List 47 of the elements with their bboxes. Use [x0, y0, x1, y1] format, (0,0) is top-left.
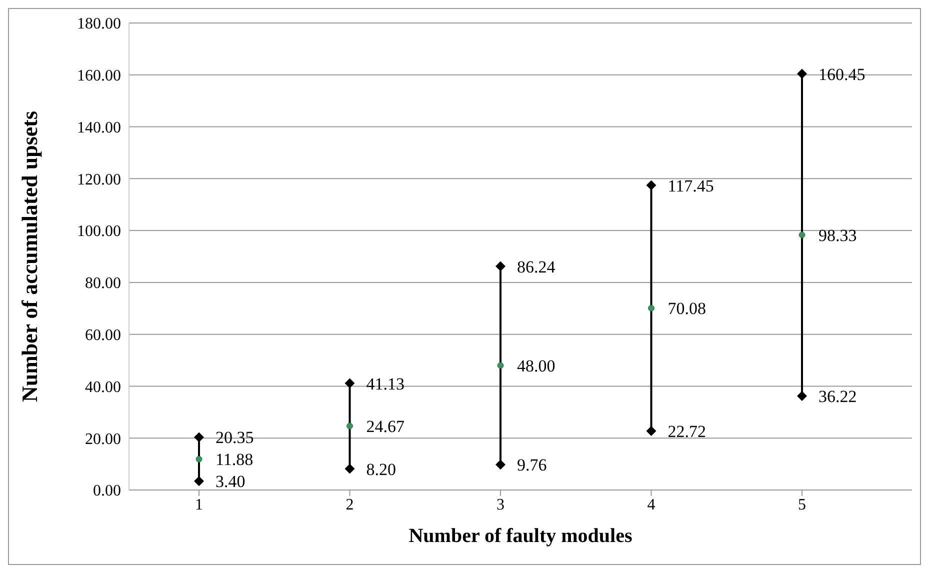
- y-tick-label: 160.00: [77, 68, 121, 85]
- x-tick-label: 1: [195, 496, 203, 514]
- data-label: 41.13: [366, 374, 405, 394]
- point: [646, 180, 656, 190]
- y-tick-label: 0.00: [93, 482, 121, 500]
- y-tick-label: 40.00: [85, 378, 121, 396]
- data-label: 117.45: [668, 176, 714, 196]
- point: [798, 232, 806, 238]
- point: [496, 460, 506, 470]
- data-label: 86.24: [517, 257, 556, 276]
- data-label: 70.08: [668, 299, 706, 318]
- point: [194, 432, 204, 442]
- y-tick-label: 120.00: [77, 171, 121, 188]
- y-tick-label: 20.00: [85, 430, 121, 448]
- data-label: 160.45: [818, 64, 866, 84]
- y-tick-label: 80.00: [85, 275, 121, 292]
- y-tick-label: 60.00: [85, 327, 121, 344]
- point: [648, 304, 654, 312]
- x-tick-label: 3: [496, 496, 504, 514]
- point: [194, 476, 204, 486]
- data-label: 9.76: [517, 456, 547, 475]
- y-axis-title: Number of accumulated upsets: [16, 110, 42, 402]
- data-label: 20.35: [216, 428, 254, 448]
- data-label: 48.00: [517, 356, 556, 376]
- data-label: 3.40: [216, 472, 246, 492]
- data-label: 98.33: [818, 226, 857, 245]
- point: [344, 378, 355, 388]
- point: [797, 68, 807, 79]
- point: [196, 456, 202, 462]
- data-label: 22.72: [668, 422, 706, 442]
- y-tick-label: 140.00: [77, 119, 121, 136]
- x-axis-title: Number of faulty modules: [408, 525, 632, 547]
- data-label: 8.20: [366, 460, 396, 479]
- y-tick-label: 100.00: [77, 223, 121, 240]
- point: [496, 261, 506, 272]
- point: [346, 422, 353, 430]
- point: [344, 464, 355, 474]
- x-tick-label: 2: [346, 496, 354, 514]
- point: [797, 391, 807, 402]
- data-label: 24.67: [366, 417, 406, 436]
- x-tick-label: 4: [647, 496, 656, 514]
- point: [646, 426, 656, 436]
- data-label: 11.88: [216, 450, 254, 470]
- x-tick-label: 5: [798, 496, 806, 514]
- data-label: 36.22: [818, 387, 857, 406]
- point: [497, 362, 504, 369]
- y-tick-label: 180.00: [77, 16, 121, 33]
